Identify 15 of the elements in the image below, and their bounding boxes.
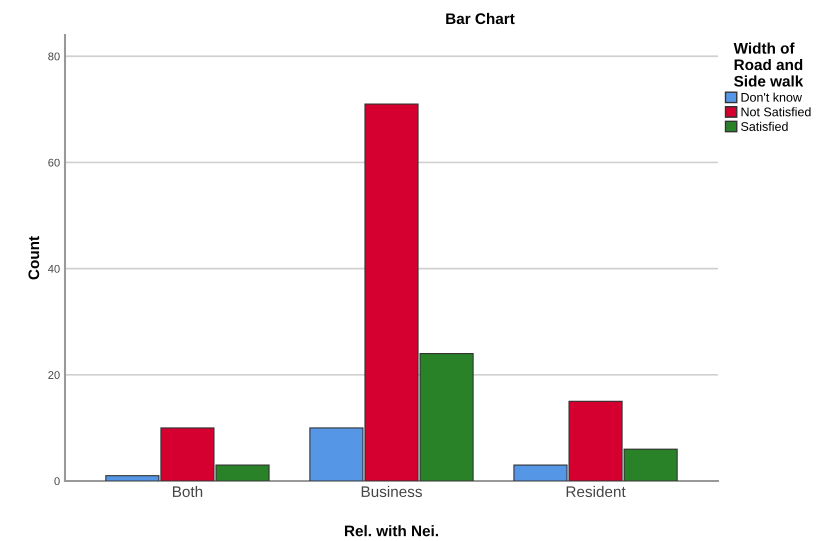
legend-title: Width of Road and Side walk [734,42,804,87]
legend-label: Not Satisfied [742,107,811,116]
x-tick-label: Resident [566,486,626,498]
x-tick-label: Business [362,486,422,498]
x-tick-label: Both [172,486,202,498]
chart-title: Bar Chart [446,12,515,24]
y-tick-label: 20 [48,371,60,379]
y-tick-label: 60 [48,158,60,167]
y-axis-title: Count [28,236,40,280]
y-tick-label: 0 [54,477,60,486]
y-tick-label: 40 [48,264,60,273]
legend-label: Satisfied [741,122,788,131]
y-tick-label: 80 [48,52,60,60]
legend-label: Don't know [742,92,802,102]
x-axis-title: Rel. with Nei. [344,525,438,536]
